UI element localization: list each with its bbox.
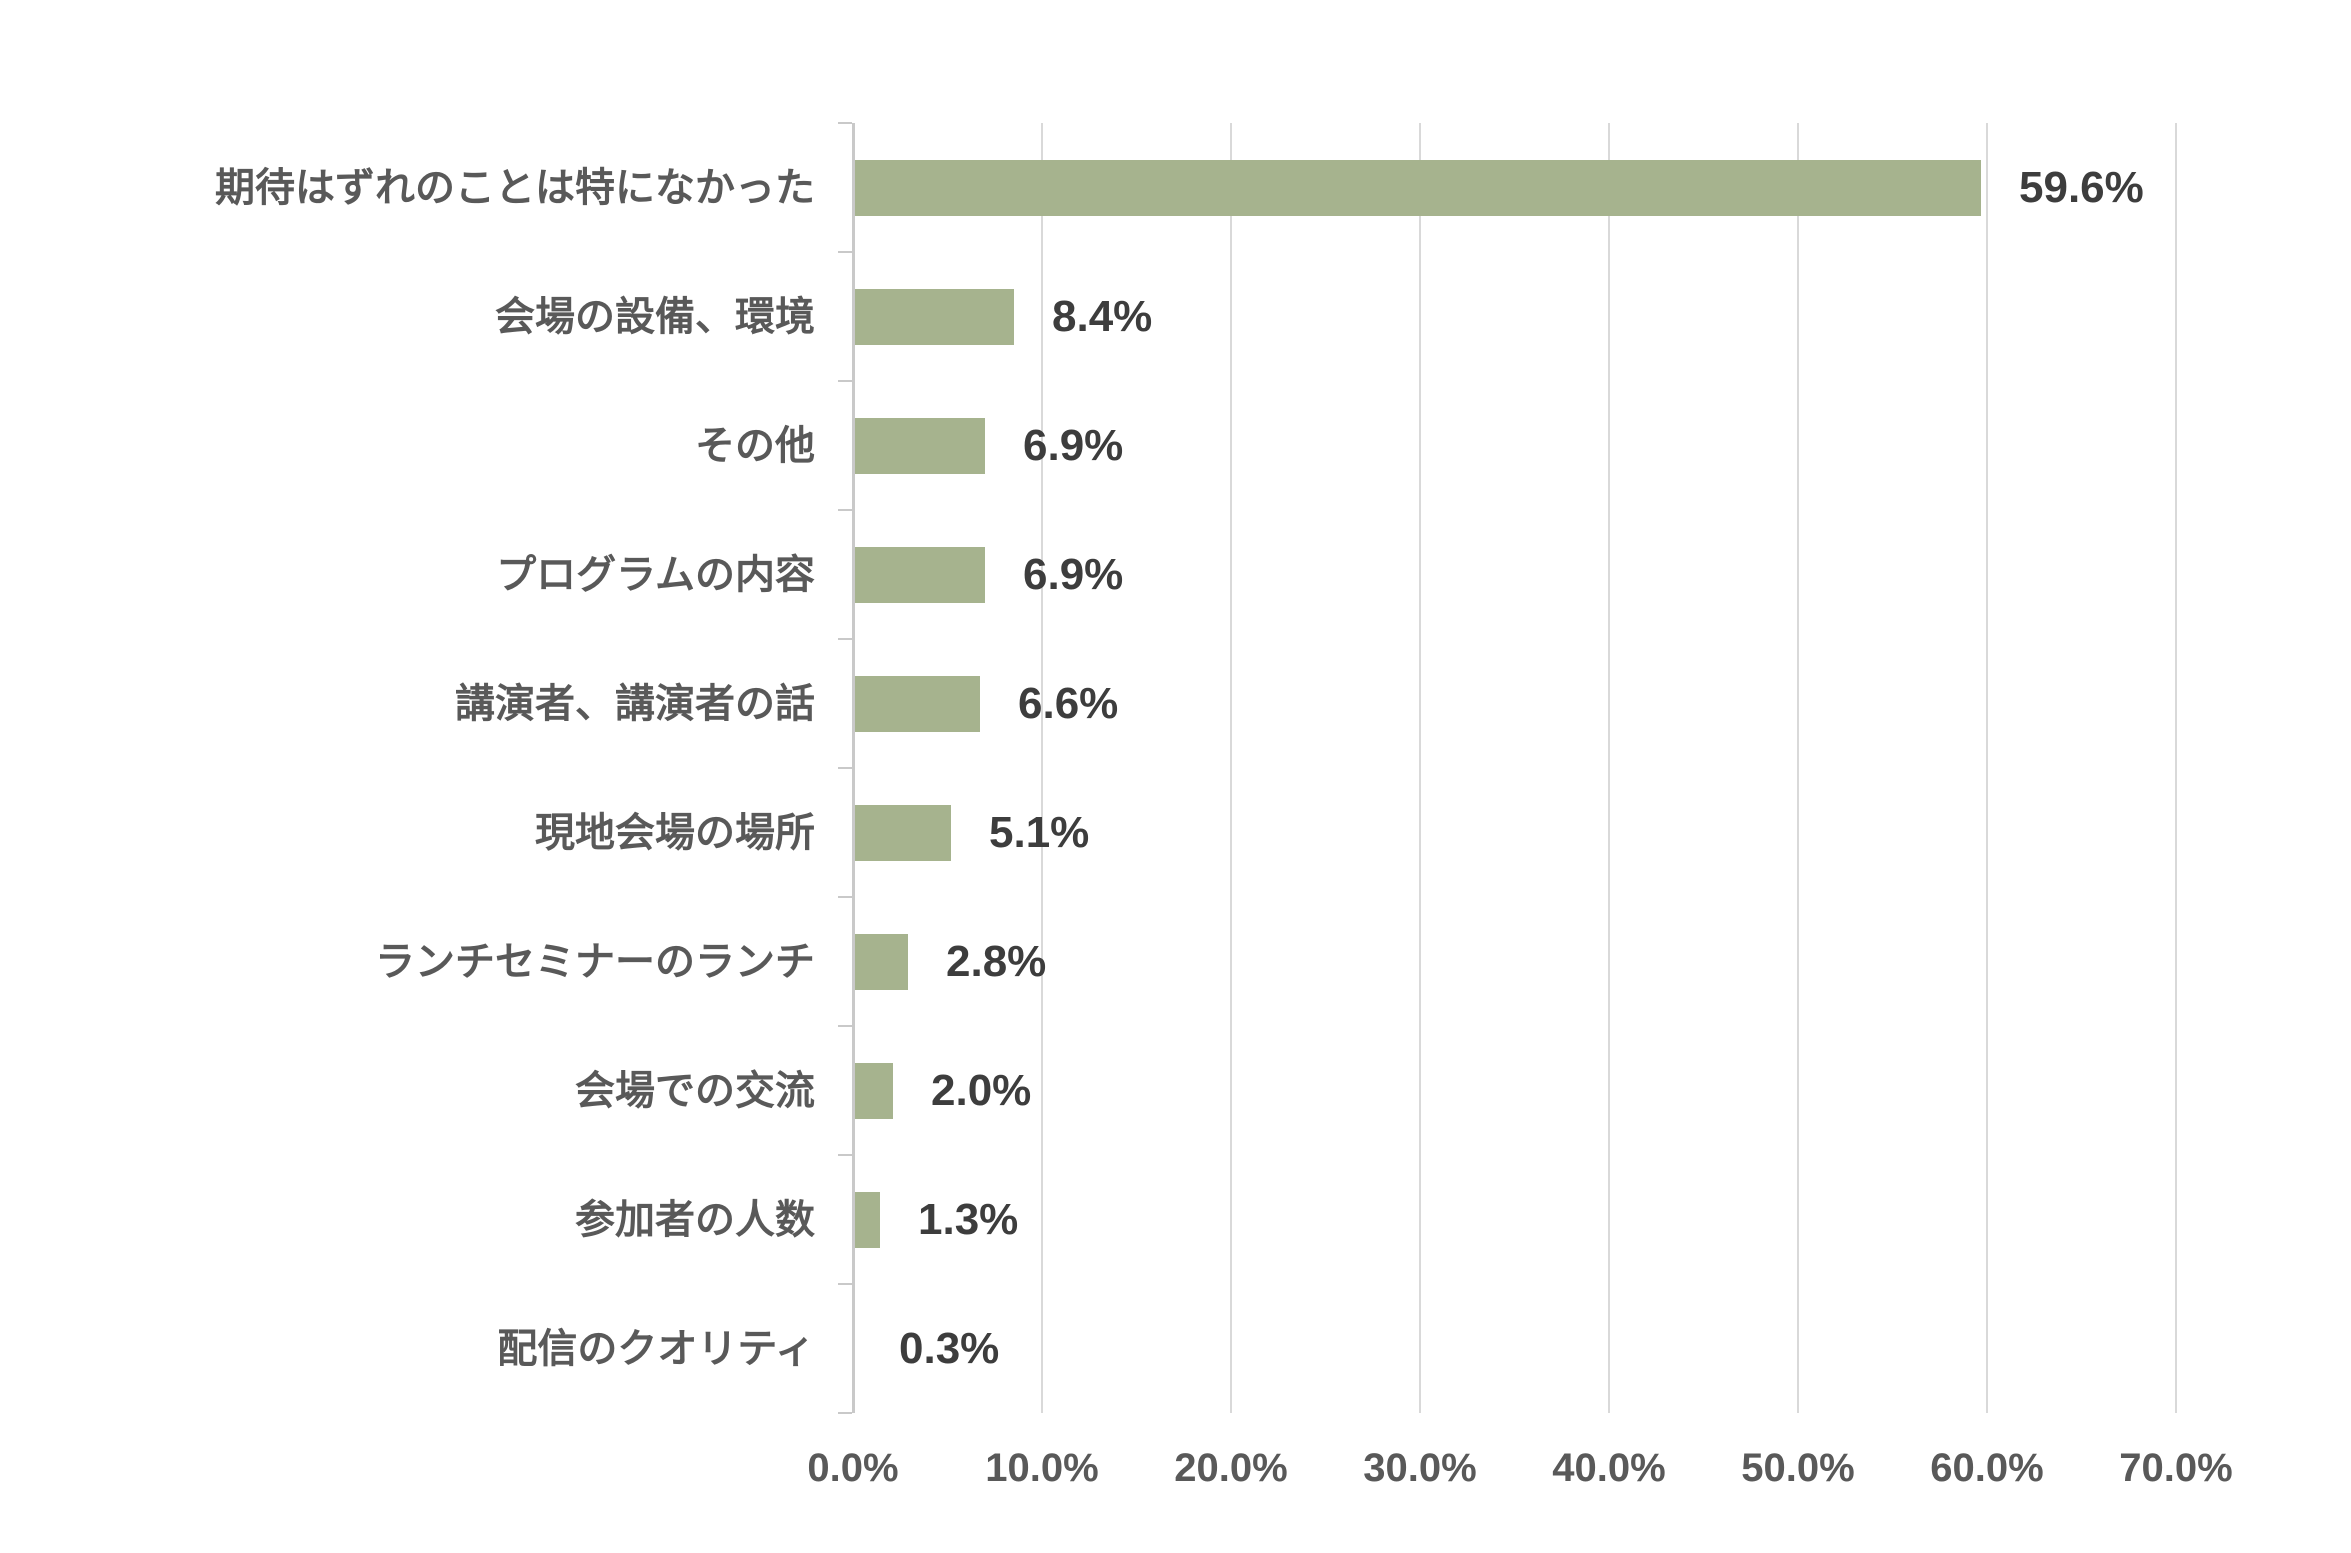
category-label: 配信のクオリティ: [497, 1326, 815, 1371]
x-axis-tick-label: 40.0%: [1552, 1446, 1666, 1490]
axis-tick: [838, 380, 852, 382]
axis-tick: [838, 1154, 852, 1156]
gridline: [2175, 123, 2177, 1413]
x-axis-tick-label: 70.0%: [2119, 1446, 2233, 1490]
x-axis-tick-label: 50.0%: [1741, 1446, 1855, 1490]
value-label: 6.6%: [1018, 678, 1119, 728]
value-label: 2.8%: [946, 936, 1047, 986]
bar: [855, 159, 1981, 216]
bar: [855, 288, 1014, 345]
gridline: [1041, 123, 1043, 1413]
value-label: 8.4%: [1052, 291, 1153, 341]
value-label: 1.3%: [918, 1194, 1019, 1244]
category-label: 期待はずれのことは特になかった: [215, 165, 815, 210]
bar: [855, 675, 980, 732]
bar: [855, 1062, 893, 1119]
axis-tick: [838, 122, 852, 124]
axis-tick: [838, 1412, 852, 1414]
value-label: 6.9%: [1023, 420, 1124, 470]
value-label: 5.1%: [989, 807, 1090, 857]
bar: [855, 933, 908, 990]
gridline: [1608, 123, 1610, 1413]
bar: [855, 804, 951, 861]
category-label: 参加者の人数: [575, 1197, 815, 1242]
value-label: 6.9%: [1023, 549, 1124, 599]
bar: [855, 546, 985, 603]
gridline: [1230, 123, 1232, 1413]
category-label: 現地会場の場所: [535, 810, 815, 855]
gridline: [1797, 123, 1799, 1413]
axis-tick: [838, 638, 852, 640]
bar: [855, 1191, 880, 1248]
category-label: プログラムの内容: [496, 552, 815, 597]
axis-tick: [838, 1025, 852, 1027]
axis-tick: [838, 251, 852, 253]
category-label: その他: [695, 423, 815, 468]
x-axis-tick-label: 0.0%: [807, 1446, 899, 1490]
x-axis-tick-label: 60.0%: [1930, 1446, 2044, 1490]
value-label: 2.0%: [931, 1065, 1032, 1115]
value-label: 59.6%: [2019, 162, 2144, 212]
category-label: 会場での交流: [575, 1068, 815, 1113]
category-axis-line: [852, 123, 855, 1413]
x-axis-tick-label: 20.0%: [1174, 1446, 1288, 1490]
category-label: ランチセミナーのランチ: [375, 939, 815, 984]
axis-tick: [838, 1283, 852, 1285]
gridline: [1419, 123, 1421, 1413]
axis-tick: [838, 896, 852, 898]
x-axis-tick-label: 10.0%: [985, 1446, 1099, 1490]
axis-tick: [838, 509, 852, 511]
axis-tick: [838, 767, 852, 769]
gridline: [1986, 123, 1988, 1413]
value-label: 0.3%: [899, 1323, 1000, 1373]
category-label: 会場の設備、環境: [495, 294, 815, 339]
x-axis-tick-label: 30.0%: [1363, 1446, 1477, 1490]
category-label: 講演者、講演者の話: [455, 681, 815, 726]
bar: [855, 417, 985, 474]
